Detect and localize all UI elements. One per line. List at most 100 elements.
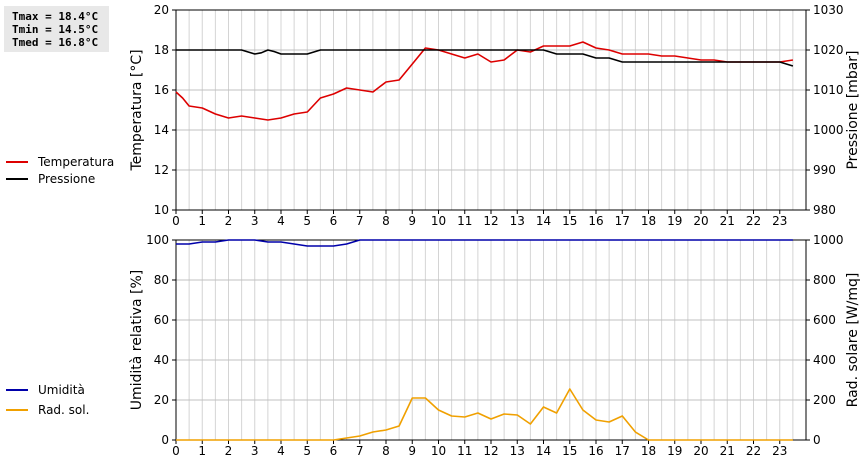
x-tick-label: 9 [408, 444, 416, 458]
x-tick-label: 6 [330, 214, 338, 228]
x-tick-label: 16 [588, 444, 603, 458]
x-tick-label: 23 [772, 214, 787, 228]
x-tick-label: 22 [746, 444, 761, 458]
y-right-tick-label: 800 [813, 273, 836, 287]
chart-0: 0 1 2 3 4 5 6 7 8 9 10 11 12 13 14 15 16 17 18 19 20 21 22 2310… [129, 3, 860, 228]
legend-item-umidita: Umidità [6, 379, 89, 401]
legend-item-temperatura: Temperatura [6, 153, 114, 170]
y-right-tick-label: 1020 [813, 43, 844, 57]
x-tick-label: 21 [720, 214, 735, 228]
x-tick-label: 4 [277, 214, 285, 228]
x-tick-label: 10 [431, 444, 446, 458]
series-line-umidit [176, 239, 793, 247]
legend-label-radsol: Rad. sol. [38, 402, 90, 417]
x-tick-label: 20 [693, 444, 708, 458]
x-tick-label: 8 [382, 214, 390, 228]
y-right-tick-label: 600 [813, 313, 836, 327]
legend-bottom: Umidità Rad. sol. [6, 379, 89, 418]
legend-label-pressione: Pressione [38, 171, 96, 186]
y-right-tick-label: 980 [813, 203, 836, 217]
series-line-pressione [176, 49, 794, 67]
y-left-tick-label: 16 [154, 83, 169, 97]
x-tick-label: 0 [172, 214, 180, 228]
x-tick-label: 10 [431, 214, 446, 228]
x-tick-label: 21 [720, 444, 735, 458]
x-tick-label: 22 [746, 214, 761, 228]
x-tick-label: 18 [641, 444, 656, 458]
y-right-axis-title: Rad. solare [W/mq] [845, 273, 860, 408]
legend-swatch-pressione [6, 177, 28, 180]
x-tick-label: 14 [536, 444, 551, 458]
chart-1: 0 1 2 3 4 5 6 7 8 9 10 11 12 13 14 15 16 17 18 19 20 21 22 2302… [129, 233, 860, 458]
x-tick-label: 2 [225, 444, 233, 458]
x-tick-label: 18 [641, 214, 656, 228]
x-tick-label: 14 [536, 214, 551, 228]
y-right-tick-label: 1010 [813, 83, 844, 97]
legend-label-temperatura: Temperatura [38, 154, 115, 169]
x-tick-label: 8 [382, 444, 390, 458]
y-right-tick-label: 1000 [813, 233, 844, 247]
y-right-tick-label: 400 [813, 353, 836, 367]
legend-swatch-radsol [6, 408, 28, 411]
x-tick-label: 13 [510, 214, 525, 228]
y-left-tick-label: 12 [154, 163, 169, 177]
x-tick-label: 15 [562, 444, 577, 458]
y-left-tick-label: 40 [154, 353, 169, 367]
x-tick-label: 3 [251, 214, 259, 228]
tmin-text: Tmin = 14.5°C [12, 23, 99, 36]
y-left-tick-label: 14 [154, 123, 169, 137]
x-tick-label: 7 [356, 444, 364, 458]
y-right-tick-label: 1000 [813, 123, 844, 137]
tmax-text: Tmax = 18.4°C [12, 10, 99, 23]
x-tick-label: 0 [172, 444, 180, 458]
x-tick-label: 1 [198, 444, 206, 458]
x-tick-label: 17 [615, 444, 630, 458]
x-tick-label: 7 [356, 214, 364, 228]
x-tick-label: 23 [772, 444, 787, 458]
x-tick-label: 12 [483, 444, 498, 458]
x-tick-label: 5 [303, 444, 311, 458]
legend-item-pressione: Pressione [6, 170, 114, 187]
y-left-tick-label: 60 [154, 313, 169, 327]
series-line-temperatura [175, 41, 794, 121]
x-tick-label: 13 [510, 444, 525, 458]
x-tick-label: 16 [588, 214, 603, 228]
y-left-tick-label: 18 [154, 43, 169, 57]
tmed-text: Tmed = 16.8°C [12, 36, 99, 49]
x-tick-label: 19 [667, 214, 682, 228]
y-left-tick-label: 20 [154, 393, 169, 407]
y-left-tick-label: 20 [154, 3, 169, 17]
x-tick-label: 2 [225, 214, 233, 228]
y-right-axis-title: Pressione [mbar] [845, 50, 860, 169]
y-left-axis-title: Temperatura [°C] [129, 49, 145, 171]
x-tick-label: 19 [667, 444, 682, 458]
stats-box: Tmax = 18.4°C Tmin = 14.5°C Tmed = 16.8°… [4, 6, 109, 52]
x-tick-label: 12 [483, 214, 498, 228]
y-left-tick-label: 0 [161, 433, 169, 447]
x-tick-label: 15 [562, 214, 577, 228]
legend-item-radsol: Rad. sol. [6, 401, 89, 418]
x-tick-label: 1 [198, 214, 206, 228]
x-tick-label: 6 [330, 444, 338, 458]
legend-top: Temperatura Pressione [6, 153, 114, 187]
legend-label-umidita: Umidità [38, 383, 85, 397]
y-left-tick-label: 80 [154, 273, 169, 287]
y-left-tick-label: 10 [154, 203, 169, 217]
legend-swatch-temperatura [6, 160, 28, 163]
x-tick-label: 9 [408, 214, 416, 228]
x-tick-label: 17 [615, 214, 630, 228]
series-line-rad-sol [176, 388, 793, 441]
x-tick-label: 5 [303, 214, 311, 228]
legend-swatch-umidita [6, 389, 28, 391]
x-tick-label: 3 [251, 444, 259, 458]
x-tick-label: 4 [277, 444, 285, 458]
y-right-tick-label: 200 [813, 393, 836, 407]
y-left-tick-label: 100 [146, 233, 169, 247]
y-right-tick-label: 1030 [813, 3, 844, 17]
y-right-tick-label: 990 [813, 163, 836, 177]
y-left-axis-title: Umidità relativa [%] [129, 270, 145, 411]
x-tick-label: 11 [457, 214, 472, 228]
x-tick-label: 20 [693, 214, 708, 228]
y-right-tick-label: 0 [813, 433, 821, 447]
